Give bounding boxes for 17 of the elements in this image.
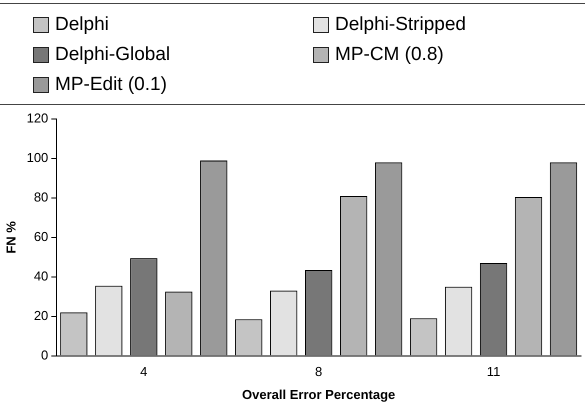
x-tick-label: 4 [140,364,148,380]
legend-label: Delphi-Global [55,43,170,67]
legend-label: MP-Edit (0.1) [55,73,167,97]
y-tick-label: 100 [26,150,48,166]
y-tick-label: 0 [41,347,48,362]
legend-label: MP-CM (0.8) [335,43,444,67]
y-tick-label: 80 [34,190,48,205]
x-tick-label: 11 [486,364,500,380]
y-tick-label: 20 [34,308,48,323]
y-axis-title: FN % [3,220,18,254]
y-tick-label: 120 [26,110,48,126]
x-axis-title: Overall Error Percentage [242,386,396,402]
y-tick-label: 60 [34,228,48,244]
legend-label: Delphi-Stripped [335,13,466,37]
x-tick-label: 8 [315,364,322,380]
legend-label: Delphi [55,13,109,37]
y-tick-label: 40 [34,268,48,284]
